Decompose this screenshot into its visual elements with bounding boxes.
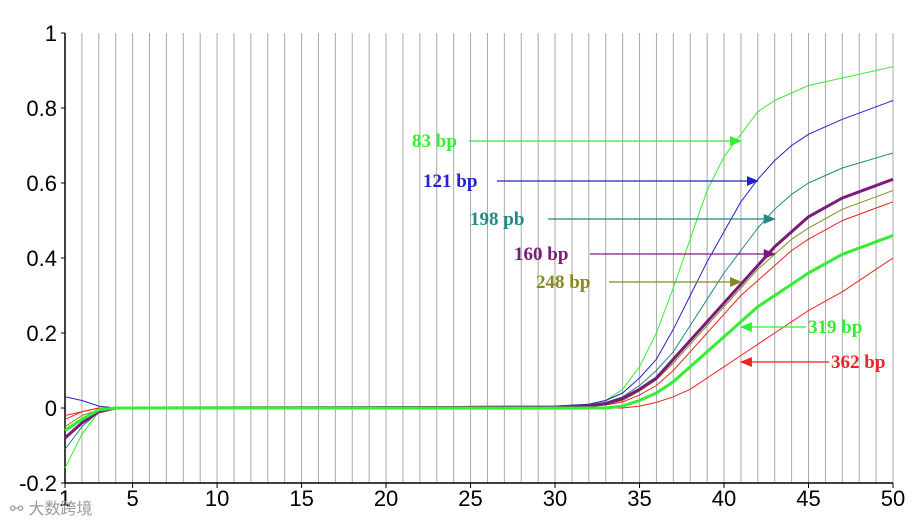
watermark: ⚯ 大数跨境 bbox=[10, 499, 93, 518]
y-tick-label: -0.2 bbox=[19, 471, 57, 496]
annotation-label: 248 bp bbox=[536, 272, 590, 293]
annotation-label: 362 bp bbox=[831, 352, 885, 373]
axes: -0.200.20.40.60.811 5 10 15 20 25 30 35 40 45 50 bbox=[19, 21, 905, 511]
x-tick-label: 30 bbox=[543, 486, 567, 511]
y-tick-label: 0.2 bbox=[26, 321, 57, 346]
grid bbox=[64, 33, 894, 483]
x-tick-label: 40 bbox=[712, 486, 736, 511]
y-tick-label: 0.8 bbox=[26, 96, 57, 121]
y-tick-label: 0 bbox=[45, 396, 57, 421]
x-tick-label: 15 bbox=[289, 486, 313, 511]
series-line bbox=[64, 257, 894, 420]
x-tick-label: 45 bbox=[796, 486, 820, 511]
annotation-label: 83 bp bbox=[412, 131, 457, 152]
watermark-text: 大数跨境 bbox=[28, 499, 93, 518]
x-tick-label: 25 bbox=[458, 486, 482, 511]
y-tick-label: 0.4 bbox=[26, 246, 57, 271]
y-tick-label: 0.6 bbox=[26, 171, 57, 196]
x-tick-label: 1 bbox=[59, 486, 71, 511]
annotations: 83 bp 121 bp 198 pb 160 bp 248 bp 319 bp 362 b… bbox=[412, 131, 885, 373]
annotation-label: 121 bp bbox=[423, 171, 477, 192]
x-tick-label: 10 bbox=[205, 486, 229, 511]
annotation-label: 160 bp bbox=[514, 244, 568, 265]
y-tick-label: 1 bbox=[45, 21, 57, 46]
annotation-label: 319 bp bbox=[808, 317, 862, 338]
x-tick-label: 20 bbox=[374, 486, 398, 511]
series-lines bbox=[64, 66, 894, 469]
x-tick-label: 50 bbox=[881, 486, 905, 511]
series-line bbox=[64, 201, 894, 416]
x-tick-label: 5 bbox=[126, 486, 138, 511]
x-tick-label: 35 bbox=[627, 486, 651, 511]
annotation-label: 198 pb bbox=[470, 209, 524, 230]
series-line bbox=[64, 234, 894, 432]
